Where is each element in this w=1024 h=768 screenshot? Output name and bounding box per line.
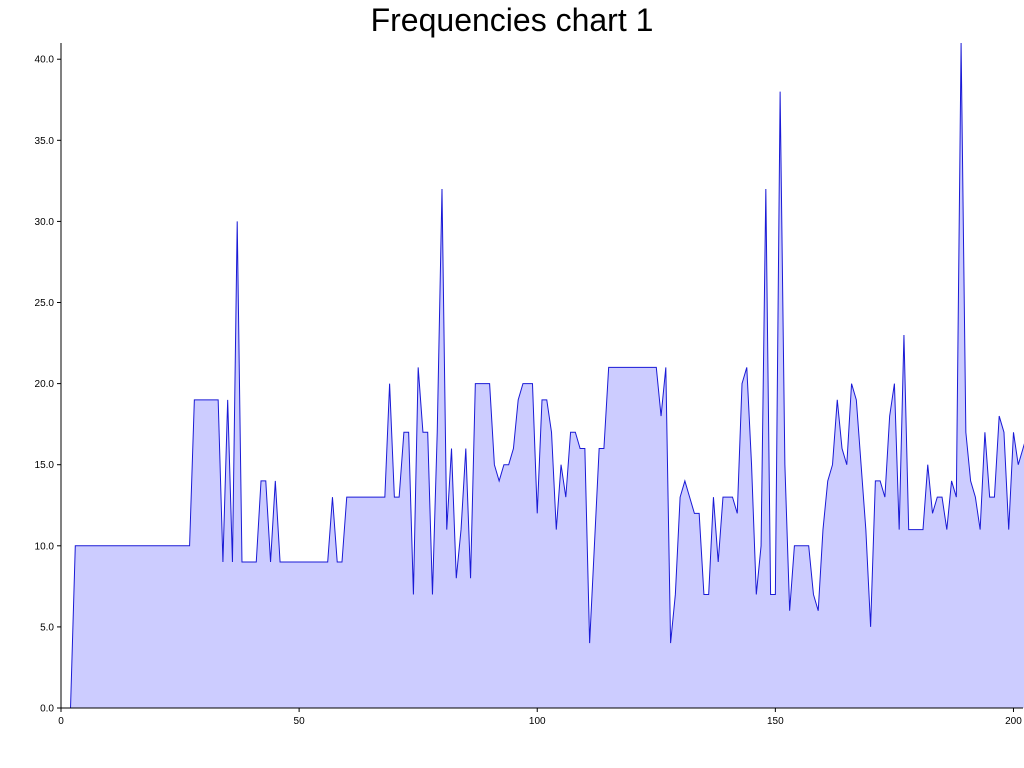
y-tick-label: 20.0 <box>35 379 55 390</box>
y-tick-label: 30.0 <box>35 217 55 228</box>
y-tick-label: 10.0 <box>35 541 55 552</box>
y-tick-label: 40.0 <box>35 55 55 66</box>
y-tick-label: 35.0 <box>35 136 55 147</box>
y-tick-label: 15.0 <box>35 460 55 471</box>
y-tick-label: 5.0 <box>40 622 54 633</box>
series-line <box>61 42 1024 709</box>
y-tick-label: 25.0 <box>35 298 55 309</box>
y-tick-label: 0.0 <box>40 704 54 715</box>
x-tick-label: 100 <box>529 716 546 727</box>
x-tick-label: 0 <box>58 716 64 727</box>
x-tick-label: 150 <box>767 716 784 727</box>
x-tick-label: 200 <box>1005 716 1022 727</box>
chart-title: Frequencies chart 1 <box>370 2 654 38</box>
x-tick-label: 50 <box>294 716 306 727</box>
series-area-fill <box>61 43 1024 708</box>
